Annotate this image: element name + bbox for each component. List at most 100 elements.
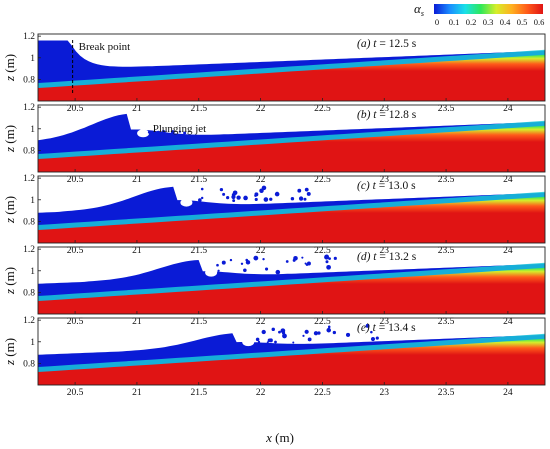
panel-label: (d) t = 13.2 s [357, 251, 417, 263]
droplet [301, 256, 304, 259]
x-tick-label: 24 [503, 104, 513, 114]
droplet [261, 329, 266, 335]
droplet [271, 327, 275, 332]
panel-frame [37, 33, 546, 102]
droplet [232, 199, 236, 202]
x-tick-label: 20.5 [67, 388, 84, 398]
colorbar-tick-label: 0.5 [517, 17, 528, 27]
x-tick-label: 22 [256, 104, 266, 114]
droplet [304, 187, 309, 192]
droplet [264, 267, 269, 271]
panel-frame [37, 246, 546, 315]
droplet [307, 337, 312, 342]
droplet [298, 196, 304, 201]
panel: 20.5 21 21.5 22 22.5 23 23.5 24 0.8 1 1.2 z (m) (d) … [2, 245, 546, 327]
droplet [282, 333, 287, 339]
droplet [231, 194, 236, 200]
droplet [259, 188, 264, 193]
x-tick-label: 23.5 [438, 317, 455, 327]
colorbar-tick-label: 0.1 [449, 17, 460, 27]
droplet [170, 130, 175, 134]
droplet [254, 192, 259, 197]
panel: 20.5 21 21.5 22 22.5 23 23.5 24 0.8 1 1.2 z (m) (e) … [2, 316, 546, 398]
droplet [257, 340, 261, 343]
x-tick-label: 20.5 [67, 246, 84, 256]
air-cavity [205, 268, 218, 277]
y-tick-label: 0.8 [23, 146, 35, 156]
x-tick-label: 20.5 [67, 104, 84, 114]
y-tick-label: 1 [30, 125, 35, 135]
droplet [333, 256, 337, 260]
droplet [221, 260, 226, 265]
panel-label: (c) t = 13.0 s [357, 180, 416, 192]
droplet [327, 325, 331, 329]
plunging-jet-annotation: Plunging jet [153, 123, 206, 135]
droplet [302, 334, 305, 337]
droplet [226, 196, 230, 200]
panel-label: (b) t = 12.8 s [357, 109, 417, 121]
colorbar-gradient [434, 4, 543, 14]
sediment-bed [38, 267, 545, 314]
sediment-bed [38, 54, 545, 101]
droplet [313, 331, 318, 336]
y-tick-label: 1.2 [23, 245, 35, 255]
x-tick-label: 22 [256, 246, 266, 256]
droplet [326, 327, 331, 333]
droplet [297, 188, 302, 193]
droplet [219, 188, 224, 192]
droplet [375, 336, 379, 340]
droplet [303, 197, 307, 201]
droplet [274, 340, 277, 344]
droplet [243, 195, 248, 201]
droplet [216, 263, 219, 267]
x-tick-label: 23 [379, 388, 389, 398]
x-tick-label: 23.5 [438, 388, 455, 398]
droplet [267, 338, 272, 343]
droplet [293, 255, 298, 261]
y-tick-label: 0.8 [23, 288, 35, 298]
x-tick-label: 21.5 [190, 246, 207, 256]
y-axis-label: z (m) [2, 125, 17, 153]
droplet [275, 269, 281, 275]
x-tick-label: 22 [256, 175, 266, 185]
droplet [365, 323, 370, 328]
x-tick-label: 23 [379, 317, 389, 327]
x-tick-label: 21.5 [190, 175, 207, 185]
y-tick-label: 1 [30, 196, 35, 206]
x-tick-label: 22 [256, 317, 266, 327]
x-tick-label: 21.5 [190, 317, 207, 327]
y-axis-label: z (m) [2, 338, 17, 366]
x-tick-label: 23 [379, 175, 389, 185]
colorbar-tick-label: 0.2 [466, 17, 477, 27]
x-tick-label: 23 [379, 104, 389, 114]
droplet [236, 195, 241, 200]
droplet [328, 257, 331, 260]
droplet [161, 130, 166, 135]
y-tick-label: 0.8 [23, 217, 35, 227]
droplet [262, 258, 265, 261]
panel: 20.5 21 21.5 22 22.5 23 23.5 24 0.8 1 1.2 z (m) (a) … [2, 32, 546, 114]
x-tick-label: 23 [379, 246, 389, 256]
x-tick-label: 21 [132, 175, 142, 185]
panels: 20.5 21 21.5 22 22.5 23 23.5 24 0.8 1 1.2 z (m) (a) … [2, 32, 546, 398]
droplet [332, 330, 337, 335]
droplet [198, 198, 202, 202]
x-axis-label: x (m) [265, 430, 294, 445]
droplet [324, 254, 329, 260]
x-tick-label: 24 [503, 317, 513, 327]
x-tick-label: 20.5 [67, 317, 84, 327]
droplet [200, 196, 204, 200]
droplet [317, 331, 321, 335]
y-tick-label: 1 [30, 267, 35, 277]
colorbar-label: αs [414, 1, 424, 18]
x-tick-label: 21 [132, 388, 142, 398]
droplet [240, 262, 244, 265]
panel: 20.5 21 21.5 22 22.5 23 23.5 24 0.8 1 1.2 z (m) (c) … [2, 174, 546, 256]
y-axis-label: z (m) [2, 54, 17, 82]
y-tick-label: 1.2 [23, 103, 35, 113]
droplet [306, 191, 311, 196]
x-tick-label: 23.5 [438, 104, 455, 114]
droplet [147, 130, 151, 134]
droplet [156, 130, 161, 135]
